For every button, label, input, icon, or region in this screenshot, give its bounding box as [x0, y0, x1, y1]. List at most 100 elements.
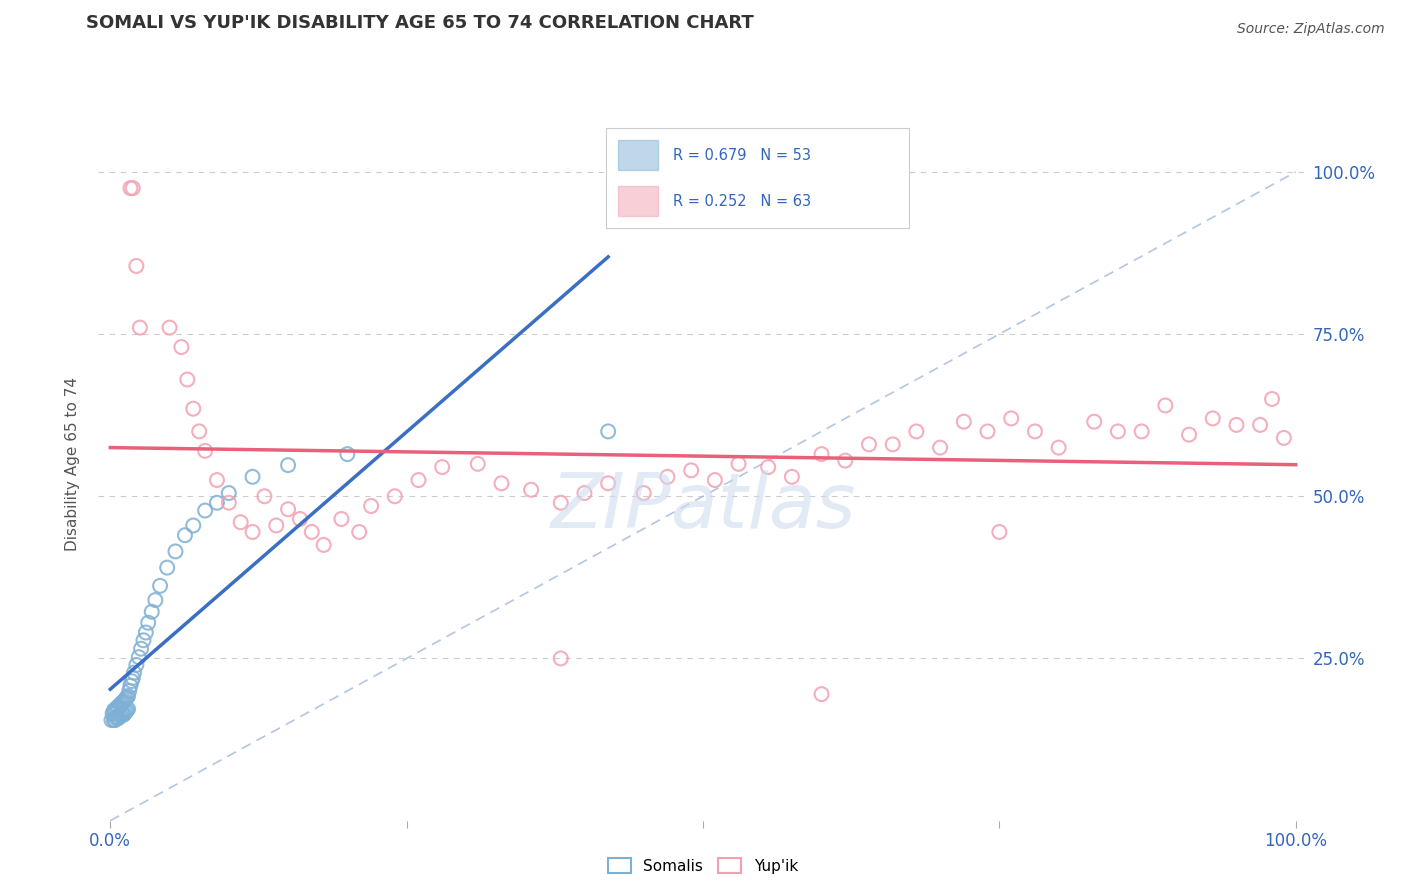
Point: [149, 579, 172, 593]
Point: [905, 425, 928, 439]
Point: [181, 401, 204, 416]
Point: [1154, 399, 1177, 413]
Point: [194, 443, 217, 458]
Point: [574, 486, 596, 500]
Point: [1272, 431, 1295, 445]
Point: [135, 625, 157, 640]
Point: [703, 473, 725, 487]
Point: [117, 702, 139, 716]
Point: [1000, 411, 1022, 425]
Point: [218, 486, 240, 500]
Point: [780, 470, 803, 484]
Point: [143, 593, 166, 607]
Point: [253, 489, 276, 503]
Point: [1225, 417, 1247, 432]
Point: [104, 705, 127, 719]
Point: [105, 711, 128, 725]
Point: [174, 528, 197, 542]
Point: [125, 657, 148, 672]
Point: [125, 259, 148, 273]
Point: [128, 650, 150, 665]
Point: [105, 710, 128, 724]
Point: [170, 340, 193, 354]
Point: [491, 476, 513, 491]
Point: [1024, 425, 1046, 439]
Point: [122, 665, 145, 680]
Legend: Somalis, Yup'ik: Somalis, Yup'ik: [602, 852, 804, 880]
Point: [205, 473, 228, 487]
Point: [118, 684, 141, 698]
Point: [467, 457, 489, 471]
Point: [1261, 392, 1284, 406]
Point: [159, 320, 181, 334]
Text: ZIPatlas: ZIPatlas: [550, 470, 856, 543]
Point: [952, 415, 974, 429]
Point: [105, 700, 128, 714]
Point: [360, 499, 382, 513]
Point: [756, 460, 779, 475]
Point: [988, 524, 1011, 539]
Point: [121, 674, 143, 689]
Point: [520, 483, 543, 497]
Point: [110, 697, 132, 711]
Point: [103, 703, 125, 717]
Point: [301, 524, 323, 539]
Point: [408, 473, 430, 487]
Point: [277, 458, 299, 472]
Point: [1083, 415, 1105, 429]
Point: [1047, 441, 1070, 455]
Point: [550, 651, 572, 665]
Point: [141, 605, 163, 619]
Point: [810, 447, 832, 461]
Point: [181, 518, 204, 533]
Point: [101, 706, 124, 721]
Point: [114, 693, 136, 707]
Y-axis label: Disability Age 65 to 74: Disability Age 65 to 74: [65, 376, 80, 551]
Point: [104, 713, 127, 727]
Point: [834, 453, 856, 467]
Point: [1107, 425, 1129, 439]
Point: [108, 698, 131, 713]
Point: [100, 713, 122, 727]
Point: [176, 372, 198, 386]
Point: [312, 538, 335, 552]
Point: [105, 702, 128, 716]
Point: [1178, 427, 1201, 442]
Point: [188, 425, 211, 439]
Point: [657, 470, 679, 484]
Point: [136, 615, 159, 630]
Point: [112, 695, 135, 709]
Point: [165, 544, 187, 558]
Point: [108, 708, 131, 723]
Point: [384, 489, 406, 503]
Point: [347, 524, 370, 539]
Point: [114, 706, 136, 721]
Point: [242, 470, 264, 484]
Point: [115, 690, 138, 705]
Point: [1249, 417, 1271, 432]
Point: [858, 437, 880, 451]
Point: [681, 463, 703, 477]
Point: [120, 181, 142, 195]
Point: [727, 457, 749, 471]
Point: [129, 641, 152, 656]
Point: [264, 518, 287, 533]
Text: SOMALI VS YUP'IK DISABILITY AGE 65 TO 74 CORRELATION CHART: SOMALI VS YUP'IK DISABILITY AGE 65 TO 74…: [86, 14, 754, 32]
Text: Source: ZipAtlas.com: Source: ZipAtlas.com: [1237, 22, 1385, 37]
Point: [598, 476, 620, 491]
Point: [810, 687, 832, 701]
Point: [114, 705, 136, 719]
Point: [550, 496, 572, 510]
Point: [156, 560, 179, 574]
Point: [929, 441, 952, 455]
Point: [107, 701, 129, 715]
Point: [107, 711, 129, 725]
Point: [120, 679, 142, 693]
Point: [103, 713, 125, 727]
Point: [218, 496, 240, 510]
Point: [288, 512, 311, 526]
Point: [110, 708, 132, 723]
Point: [132, 633, 155, 648]
Point: [598, 425, 620, 439]
Point: [111, 706, 134, 721]
